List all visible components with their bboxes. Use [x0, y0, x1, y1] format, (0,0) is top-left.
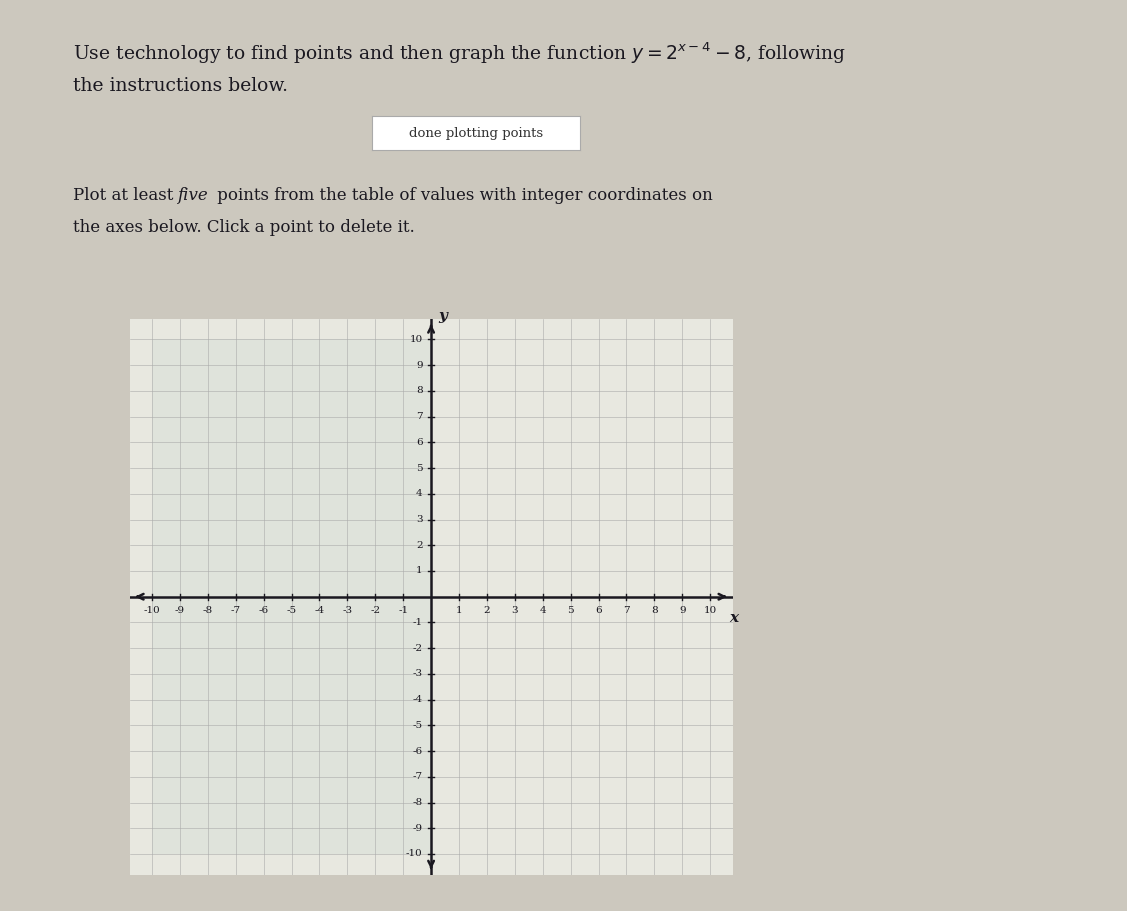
Text: 6: 6	[595, 607, 602, 616]
Text: Use technology to find points and then graph the function $y = 2^{x-4} - 8$, fol: Use technology to find points and then g…	[73, 41, 846, 67]
Text: -5: -5	[286, 607, 296, 616]
Text: 7: 7	[416, 412, 423, 421]
Text: 10: 10	[409, 335, 423, 344]
Text: -1: -1	[412, 618, 423, 627]
Text: Plot at least: Plot at least	[73, 187, 179, 204]
Text: 8: 8	[651, 607, 658, 616]
Text: 6: 6	[416, 438, 423, 446]
Text: -10: -10	[406, 849, 423, 858]
Text: points from the table of values with integer coordinates on: points from the table of values with int…	[212, 187, 712, 204]
Text: -10: -10	[143, 607, 160, 616]
Text: -7: -7	[231, 607, 241, 616]
Text: -6: -6	[412, 747, 423, 755]
Text: 2: 2	[416, 541, 423, 549]
Text: 9: 9	[678, 607, 685, 616]
Text: -4: -4	[412, 695, 423, 704]
Text: 8: 8	[416, 386, 423, 395]
Text: -9: -9	[175, 607, 185, 616]
Text: 9: 9	[416, 361, 423, 370]
Text: -4: -4	[314, 607, 325, 616]
Text: 1: 1	[416, 567, 423, 576]
Text: 3: 3	[416, 515, 423, 524]
Text: y: y	[438, 309, 447, 323]
Text: done plotting points: done plotting points	[409, 127, 543, 139]
Text: x: x	[729, 611, 738, 625]
Text: -9: -9	[412, 824, 423, 833]
Text: -1: -1	[398, 607, 408, 616]
Text: the axes below. Click a point to delete it.: the axes below. Click a point to delete …	[73, 219, 415, 236]
Text: -8: -8	[412, 798, 423, 807]
Bar	[152, 340, 432, 854]
Text: 2: 2	[483, 607, 490, 616]
Text: -6: -6	[258, 607, 268, 616]
Text: five: five	[177, 187, 207, 204]
Text: -7: -7	[412, 773, 423, 782]
Text: -3: -3	[412, 670, 423, 679]
Text: the instructions below.: the instructions below.	[73, 77, 289, 96]
Text: 5: 5	[416, 464, 423, 473]
Text: 5: 5	[567, 607, 574, 616]
Text: 4: 4	[540, 607, 547, 616]
Text: 7: 7	[623, 607, 630, 616]
Text: -5: -5	[412, 721, 423, 730]
Text: -3: -3	[343, 607, 353, 616]
Text: 4: 4	[416, 489, 423, 498]
Text: -8: -8	[203, 607, 213, 616]
Text: -2: -2	[412, 644, 423, 652]
Text: 10: 10	[703, 607, 717, 616]
Text: 3: 3	[512, 607, 518, 616]
Text: -2: -2	[370, 607, 380, 616]
Text: 1: 1	[455, 607, 462, 616]
